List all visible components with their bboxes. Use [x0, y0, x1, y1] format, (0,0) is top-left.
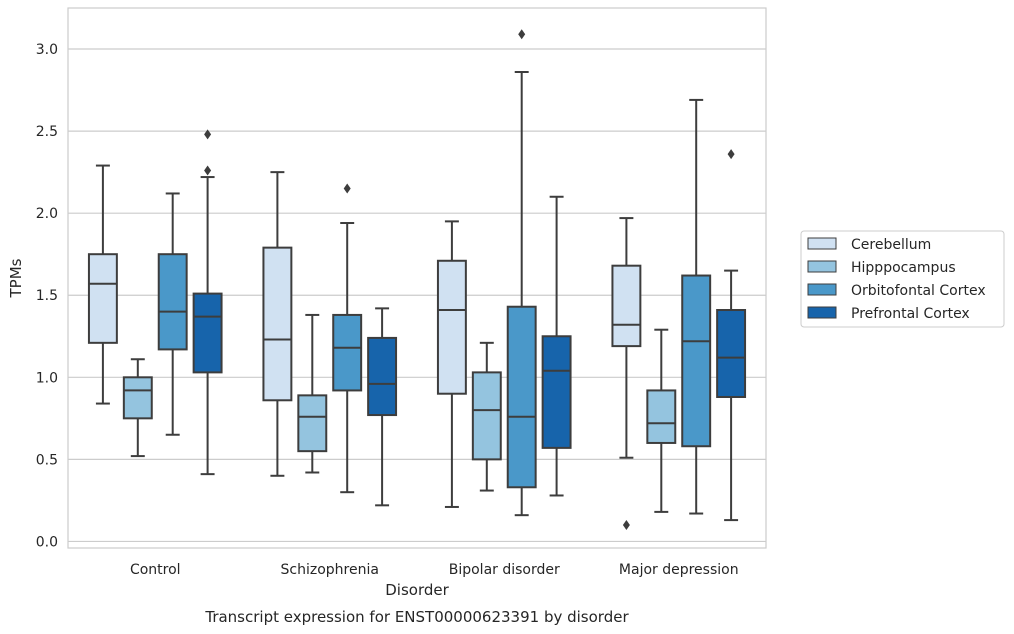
box-orbitofontal-cortex-2 [506, 29, 537, 517]
legend-swatch [807, 260, 837, 273]
box-body [297, 394, 328, 453]
box-orbitofontal-cortex-0 [157, 192, 188, 436]
x-tick-label: Control [130, 562, 181, 578]
box-body [541, 335, 572, 449]
box-orbitofontal-cortex-1 [332, 183, 363, 494]
boxplots [87, 29, 747, 531]
box-body [471, 371, 502, 461]
box-hipppocampus-0 [122, 358, 153, 458]
outlier-point [204, 129, 212, 140]
box-body [157, 253, 188, 351]
legend-swatch [807, 237, 837, 250]
y-tick-label: 0.0 [36, 534, 58, 550]
legend-entry: Prefrontal Cortex [851, 306, 970, 322]
plot-frame [67, 7, 767, 549]
y-tick-labels: 0.0 0.5 1.0 1.5 2.0 2.5 3.0 [36, 42, 58, 550]
y-tick-label: 3.0 [36, 42, 58, 58]
y-tick-label: 0.5 [36, 452, 58, 468]
y-tick-label: 1.0 [36, 370, 58, 386]
box-cerebellum-0 [87, 164, 118, 405]
box-body [192, 292, 223, 374]
outlier-point [343, 183, 351, 194]
box-prefrontal-cortex-3 [716, 149, 747, 522]
y-tick-label: 1.5 [36, 288, 58, 304]
box-body [367, 336, 398, 417]
box-body [332, 313, 363, 392]
box-body [87, 253, 118, 344]
y-axis-label: TPMs [7, 258, 25, 298]
outlier-point [622, 520, 630, 531]
legend-swatch [807, 283, 837, 296]
box-orbitofontal-cortex-3 [681, 98, 712, 515]
box-hipppocampus-2 [471, 341, 502, 492]
box-body [611, 264, 642, 348]
box-prefrontal-cortex-0 [192, 129, 223, 476]
x-tick-label: Schizophrenia [281, 562, 379, 578]
legend-frame [800, 230, 1005, 328]
box-prefrontal-cortex-2 [541, 195, 572, 497]
box-body [262, 246, 293, 402]
box-body [681, 274, 712, 448]
y-tick-label: 2.0 [36, 206, 58, 222]
legend-swatch [807, 306, 837, 319]
chart-caption: Transcript expression for ENST0000062339… [204, 608, 629, 626]
box-hipppocampus-3 [646, 328, 677, 513]
x-axis-label: Disorder [385, 581, 449, 599]
legend-entry: Hipppocampus [851, 260, 956, 276]
legend-entry: Cerebellum [851, 237, 931, 253]
outlier-point [518, 29, 526, 40]
x-tick-label: Bipolar disorder [449, 562, 560, 578]
box-hipppocampus-1 [297, 313, 328, 474]
legend: Cerebellum Hipppocampus Orbitofontal Corte… [800, 230, 1005, 328]
box-body [506, 305, 537, 489]
y-tick-label: 2.5 [36, 124, 58, 140]
box-cerebellum-2 [436, 220, 467, 508]
x-tick-labels: Control Schizophrenia Bipolar disorder Majo… [130, 562, 739, 578]
outlier-point [204, 165, 212, 176]
box-cerebellum-3 [611, 217, 642, 531]
box-body [122, 376, 153, 420]
x-tick-label: Major depression [619, 562, 739, 578]
box-body [436, 259, 467, 395]
box-cerebellum-1 [262, 171, 293, 477]
legend-entry: Orbitofontal Cortex [851, 283, 986, 299]
outlier-point [727, 149, 735, 160]
box-prefrontal-cortex-1 [367, 307, 398, 507]
box-body [716, 309, 747, 398]
box-body [646, 389, 677, 444]
